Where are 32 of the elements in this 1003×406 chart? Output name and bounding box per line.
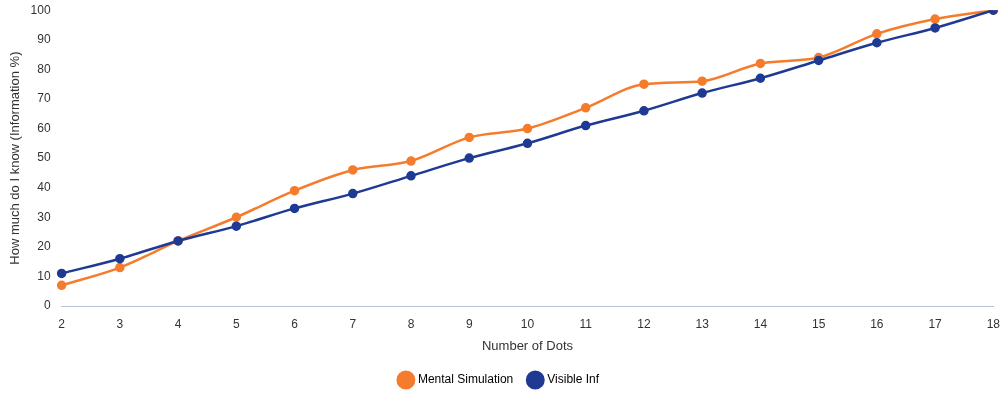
x-tick-label: 9 (465, 316, 473, 331)
y-tick-label: 50 (37, 150, 51, 165)
y-tick-label: 30 (37, 209, 51, 224)
x-tick-label: 12 (637, 316, 651, 331)
x-tick-label: 7 (349, 316, 357, 331)
y-tick-label: 0 (43, 298, 51, 313)
x-tick-label: 16 (870, 316, 884, 331)
x-tick-label: 3 (116, 316, 124, 331)
x-tick-label: 10 (520, 316, 535, 331)
y-tick-label: 60 (37, 120, 51, 135)
x-axis-title: Number of Dots (481, 337, 574, 353)
x-tick-label: 8 (407, 316, 415, 331)
x-tick-label: 11 (579, 316, 593, 331)
x-tick-label: 15 (811, 316, 826, 331)
y-tick-label: 90 (37, 32, 51, 47)
x-tick-label: 2 (58, 316, 66, 331)
legend-label: Visible Inf (547, 372, 600, 387)
legend-label: Mental Simulation (417, 372, 514, 387)
y-tick-label: 70 (37, 91, 51, 106)
y-tick-label: 100 (30, 2, 51, 17)
y-tick-label: 20 (37, 239, 51, 254)
x-tick-label: 6 (291, 316, 299, 331)
y-tick-label: 40 (37, 179, 51, 194)
x-tick-label: 13 (695, 316, 710, 331)
x-tick-label: 17 (928, 316, 943, 331)
x-tick-label: 14 (753, 316, 768, 331)
x-tick-label: 18 (986, 316, 1001, 331)
y-axis-title: How much do I know (Information %) (7, 51, 23, 265)
y-tick-label: 10 (37, 268, 51, 283)
x-tick-label: 4 (174, 316, 182, 331)
x-tick-label: 5 (232, 316, 240, 331)
y-tick-label: 80 (37, 61, 51, 76)
